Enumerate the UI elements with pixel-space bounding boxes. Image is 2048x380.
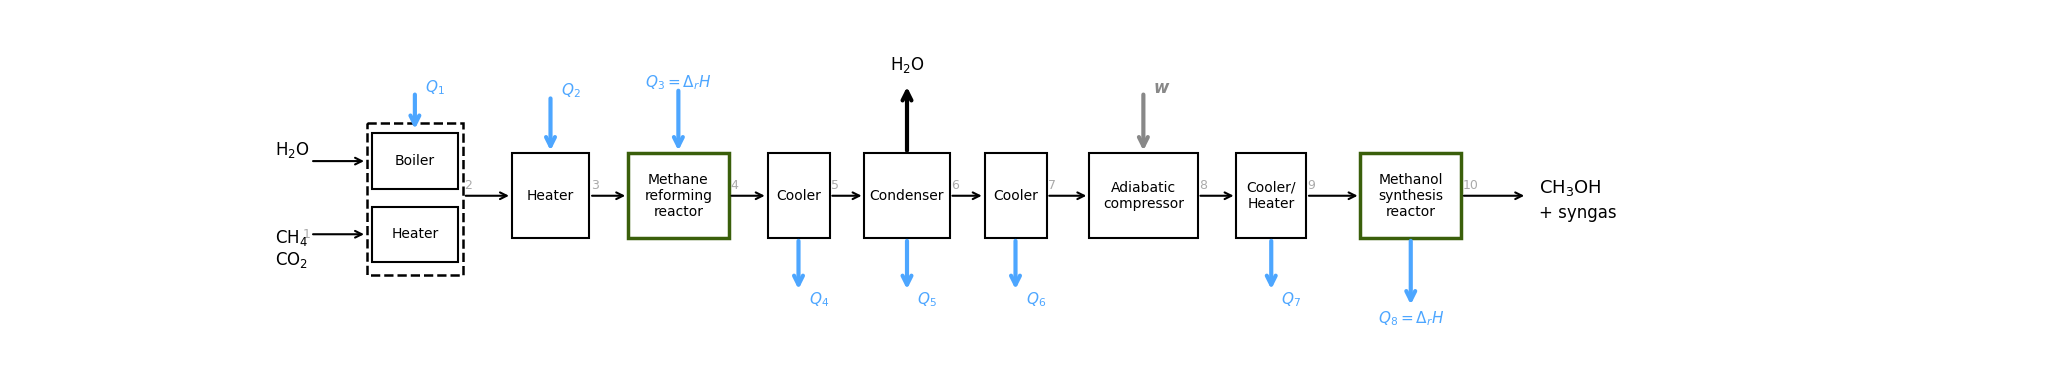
Text: $Q_7$: $Q_7$	[1282, 290, 1300, 309]
Text: H$_2$O: H$_2$O	[274, 139, 309, 160]
Text: 5: 5	[831, 179, 840, 192]
Text: Cooler: Cooler	[776, 189, 821, 203]
Text: 2: 2	[463, 179, 471, 192]
Text: $Q_3 = \Delta_r H$: $Q_3 = \Delta_r H$	[645, 73, 711, 92]
Bar	[1237, 154, 1307, 238]
Text: Adiabatic
compressor: Adiabatic compressor	[1104, 180, 1184, 211]
Text: $Q_2$: $Q_2$	[561, 81, 580, 100]
Text: 3: 3	[590, 179, 598, 192]
Bar	[629, 154, 729, 238]
Text: 4: 4	[731, 179, 737, 192]
Text: CH$_3$OH: CH$_3$OH	[1538, 178, 1602, 198]
Text: $Q_5$: $Q_5$	[918, 290, 936, 309]
Bar	[1360, 154, 1460, 238]
Bar	[373, 207, 457, 262]
Text: Boiler: Boiler	[395, 154, 434, 168]
Text: CO$_2$: CO$_2$	[274, 250, 309, 270]
Text: H$_2$O: H$_2$O	[889, 55, 924, 75]
Text: $Q_8 = \Delta_r H$: $Q_8 = \Delta_r H$	[1378, 310, 1444, 328]
Text: 8: 8	[1200, 179, 1206, 192]
Text: 7: 7	[1049, 179, 1057, 192]
Text: + syngas: + syngas	[1538, 204, 1616, 222]
Text: $Q_6$: $Q_6$	[1026, 290, 1047, 309]
Text: Cooler/
Heater: Cooler/ Heater	[1247, 180, 1296, 211]
Bar	[985, 154, 1047, 238]
Text: Methane
reforming
reactor: Methane reforming reactor	[645, 173, 713, 219]
Text: Condenser: Condenser	[870, 189, 944, 203]
Bar	[512, 154, 590, 238]
Text: Heater: Heater	[526, 189, 573, 203]
Text: $Q_1$: $Q_1$	[424, 79, 444, 97]
Text: Methanol
synthesis
reactor: Methanol synthesis reactor	[1378, 173, 1444, 219]
Text: 6: 6	[950, 179, 958, 192]
Text: $Q_4$: $Q_4$	[809, 290, 829, 309]
Text: 1: 1	[303, 228, 311, 241]
Text: CH$_4$: CH$_4$	[274, 228, 309, 248]
Text: Cooler: Cooler	[993, 189, 1038, 203]
Text: 10: 10	[1462, 179, 1479, 192]
Bar	[1090, 154, 1198, 238]
Text: Heater: Heater	[391, 227, 438, 241]
Bar	[864, 154, 950, 238]
Bar	[768, 154, 829, 238]
Text: 9: 9	[1309, 179, 1315, 192]
Text: $\boldsymbol{w}$: $\boldsymbol{w}$	[1153, 79, 1171, 97]
Bar	[367, 123, 463, 275]
Bar	[373, 133, 457, 189]
